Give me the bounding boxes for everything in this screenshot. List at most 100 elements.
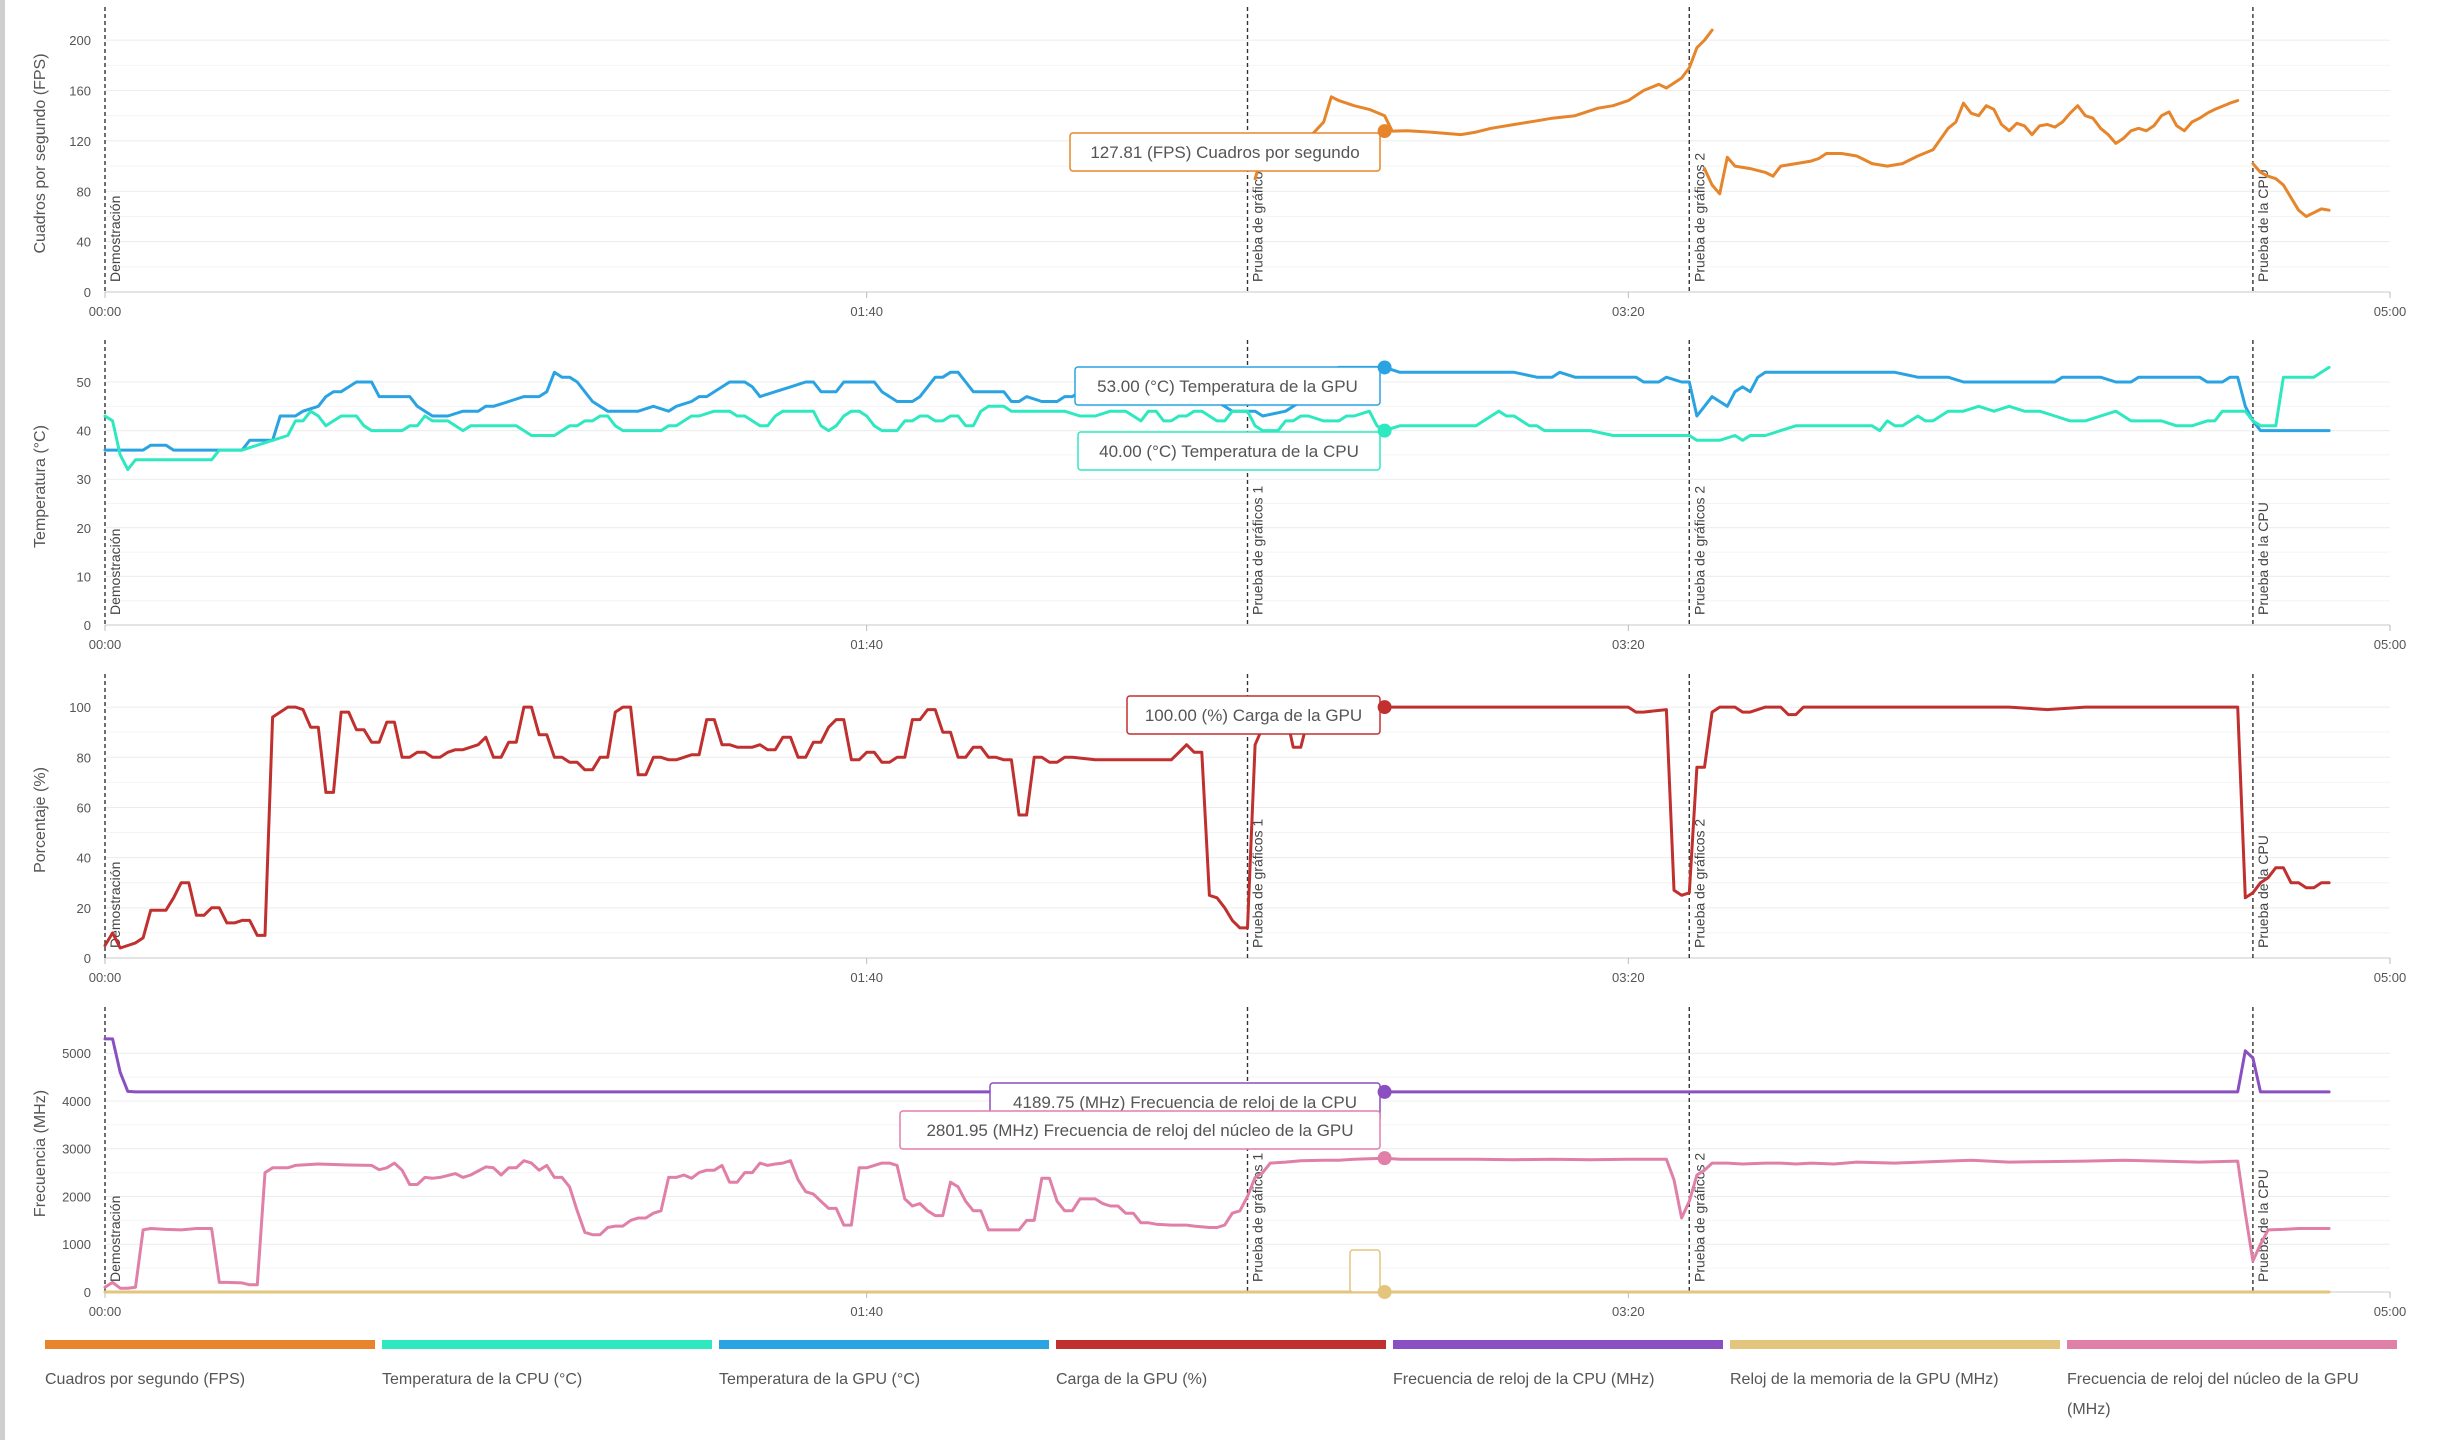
hover-point — [1377, 124, 1392, 139]
x-tick-label: 05:00 — [2374, 970, 2407, 985]
y-tick-label: 10 — [77, 569, 91, 584]
tooltip-text: 127.81 (FPS) Cuadros por segundo — [1090, 143, 1359, 162]
legend-item-gpu-memory-clock[interactable]: Reloj de la memoria de la GPU (MHz) — [1730, 1340, 2060, 1395]
legend-item-cpu-clock[interactable]: Frecuencia de reloj de la CPU (MHz) — [1393, 1340, 1723, 1395]
x-tick-label: 01:40 — [850, 1304, 883, 1319]
event-marker-label: Demostración — [107, 1196, 123, 1282]
y-tick-label: 20 — [77, 901, 91, 916]
tooltip-box — [1069, 132, 1381, 172]
legend-label: Reloj de la memoria de la GPU (MHz) — [1730, 1371, 1999, 1388]
series-line-cpu_temp — [103, 365, 2331, 471]
event-marker-label: Prueba de la CPU — [2255, 835, 2271, 948]
tooltip: 100.00 (%) Carga de la GPU — [1126, 695, 1392, 735]
x-tick-label: 03:20 — [1612, 637, 1645, 652]
legend-swatch — [1730, 1340, 2060, 1349]
y-tick-label: 0 — [84, 285, 91, 300]
x-tick-label: 05:00 — [2374, 1304, 2407, 1319]
legend-item-gpu-load[interactable]: Carga de la GPU (%) — [1056, 1340, 1386, 1395]
tooltip: 40.00 (°C) Temperatura de la CPU — [1077, 423, 1392, 471]
chart-legend: Cuadros por segundo (FPS) Temperatura de… — [45, 1340, 2415, 1430]
legend-swatch — [382, 1340, 712, 1349]
y-axis-title: Porcentaje (%) — [32, 767, 49, 873]
y-tick-label: 40 — [77, 235, 91, 250]
x-tick-label: 01:40 — [850, 304, 883, 319]
tooltip-box — [1074, 366, 1381, 406]
chart-panel-3: 0 20 40 60 80 100 Porcentaje (%) 00:00 01:40 03:2… — [32, 674, 2406, 985]
event-marker-label: Demostración — [107, 862, 123, 948]
y-tick-label: 80 — [77, 184, 91, 199]
x-tick-label: 03:20 — [1612, 970, 1645, 985]
y-tick-label: 4000 — [62, 1094, 91, 1109]
chart-panel-4: 0 1000 2000 3000 4000 5000 Frecuencia (MHz) 00:… — [32, 1007, 2406, 1319]
hover-point — [1377, 1151, 1392, 1166]
hover-point-memory-clock — [1377, 1285, 1392, 1299]
legend-swatch — [2067, 1340, 2397, 1349]
y-tick-label: 0 — [84, 618, 91, 633]
y-tick-label: 20 — [77, 521, 91, 536]
y-axis-title: Cuadros por segundo (FPS) — [32, 53, 49, 253]
series-line-gpu_temp — [103, 365, 2331, 452]
y-tick-label: 100 — [69, 700, 91, 715]
hover-point — [1377, 360, 1392, 375]
event-marker-label: Prueba de la CPU — [2255, 169, 2271, 282]
x-tick-label: 00:00 — [89, 1304, 122, 1319]
y-tick-label: 0 — [84, 951, 91, 966]
y-tick-label: 60 — [77, 800, 91, 815]
tooltip: 127.81 (FPS) Cuadros por segundo — [1069, 124, 1392, 172]
y-tick-label: 160 — [69, 84, 91, 99]
tooltip-text: 40.00 (°C) Temperatura de la CPU — [1099, 442, 1359, 461]
event-marker-label: Prueba de la CPU — [2255, 502, 2271, 615]
tooltip-text: 100.00 (%) Carga de la GPU — [1145, 706, 1362, 725]
series-line-gpu_core_clock — [103, 1156, 2331, 1290]
x-tick-label: 01:40 — [850, 637, 883, 652]
y-tick-label: 40 — [77, 851, 91, 866]
tooltip-text: 4189.75 (MHz) Frecuencia de reloj de la … — [1013, 1093, 1357, 1112]
series-line-fps — [1253, 28, 1714, 181]
x-tick-label: 00:00 — [89, 637, 122, 652]
tooltip-box — [899, 1110, 1381, 1150]
legend-item-cpu-temperature[interactable]: Temperatura de la CPU (°C) — [382, 1340, 712, 1395]
legend-label: Carga de la GPU (%) — [1056, 1371, 1208, 1388]
legend-swatch — [1393, 1340, 1723, 1349]
tooltip-text: 2801.95 (MHz) Frecuencia de reloj del nú… — [926, 1121, 1353, 1140]
y-axis-title: Frecuencia (MHz) — [32, 1090, 49, 1217]
y-tick-label: 30 — [77, 472, 91, 487]
series-line-gpu_load — [103, 705, 2331, 950]
hover-point — [1377, 700, 1392, 715]
window-left-edge — [0, 0, 5, 1440]
tooltip-text: 53.00 (°C) Temperatura de la GPU — [1097, 377, 1358, 396]
y-tick-label: 200 — [69, 33, 91, 48]
legend-swatch — [1056, 1340, 1386, 1349]
legend-label: Cuadros por segundo (FPS) — [45, 1371, 246, 1388]
legend-item-gpu-temperature[interactable]: Temperatura de la GPU (°C) — [719, 1340, 1049, 1395]
event-marker-label: Prueba de gráficos 1 — [1250, 153, 1266, 282]
event-marker-label: Prueba de gráficos 1 — [1250, 486, 1266, 615]
y-tick-label: 80 — [77, 750, 91, 765]
chart-panel-1: 0 40 80 120 160 200 Cuadros por segundo (FPS) 0… — [32, 7, 2406, 319]
chart-panel-2: 0 10 20 30 40 50 Temperatura (°C) 00:00 01:40 03:… — [32, 340, 2406, 652]
legend-item-fps[interactable]: Cuadros por segundo (FPS) — [45, 1340, 375, 1395]
y-tick-label: 3000 — [62, 1142, 91, 1157]
event-marker-label: Prueba de la CPU — [2255, 1169, 2271, 1282]
y-tick-label: 5000 — [62, 1046, 91, 1061]
y-axis-title: Temperatura (°C) — [32, 425, 49, 548]
tooltip: 53.00 (°C) Temperatura de la GPU — [1074, 360, 1392, 406]
event-marker-label: Prueba de gráficos 2 — [1691, 486, 1707, 615]
tooltip: 2801.95 (MHz) Frecuencia de reloj del nú… — [899, 1110, 1392, 1166]
y-tick-label: 1000 — [62, 1237, 91, 1252]
x-tick-label: 05:00 — [2374, 637, 2407, 652]
y-tick-label: 0 — [84, 1285, 91, 1300]
tooltip-box-memory-clock — [1349, 1249, 1381, 1293]
legend-item-gpu-core-clock[interactable]: Frecuencia de reloj del núcleo de la GPU… — [2067, 1340, 2397, 1425]
x-tick-label: 00:00 — [89, 970, 122, 985]
event-marker-label: Prueba de gráficos 2 — [1691, 819, 1707, 948]
y-tick-label: 2000 — [62, 1189, 91, 1204]
tooltip-box — [1126, 695, 1381, 735]
event-marker-label: Demostración — [107, 529, 123, 615]
series-line-fps — [1703, 99, 2240, 196]
x-tick-label: 00:00 — [89, 304, 122, 319]
series-line-fps — [2251, 162, 2331, 218]
legend-label: Temperatura de la CPU (°C) — [382, 1371, 583, 1388]
legend-label: Frecuencia de reloj del núcleo de la GPU… — [2067, 1371, 2359, 1418]
y-tick-label: 50 — [77, 375, 91, 390]
